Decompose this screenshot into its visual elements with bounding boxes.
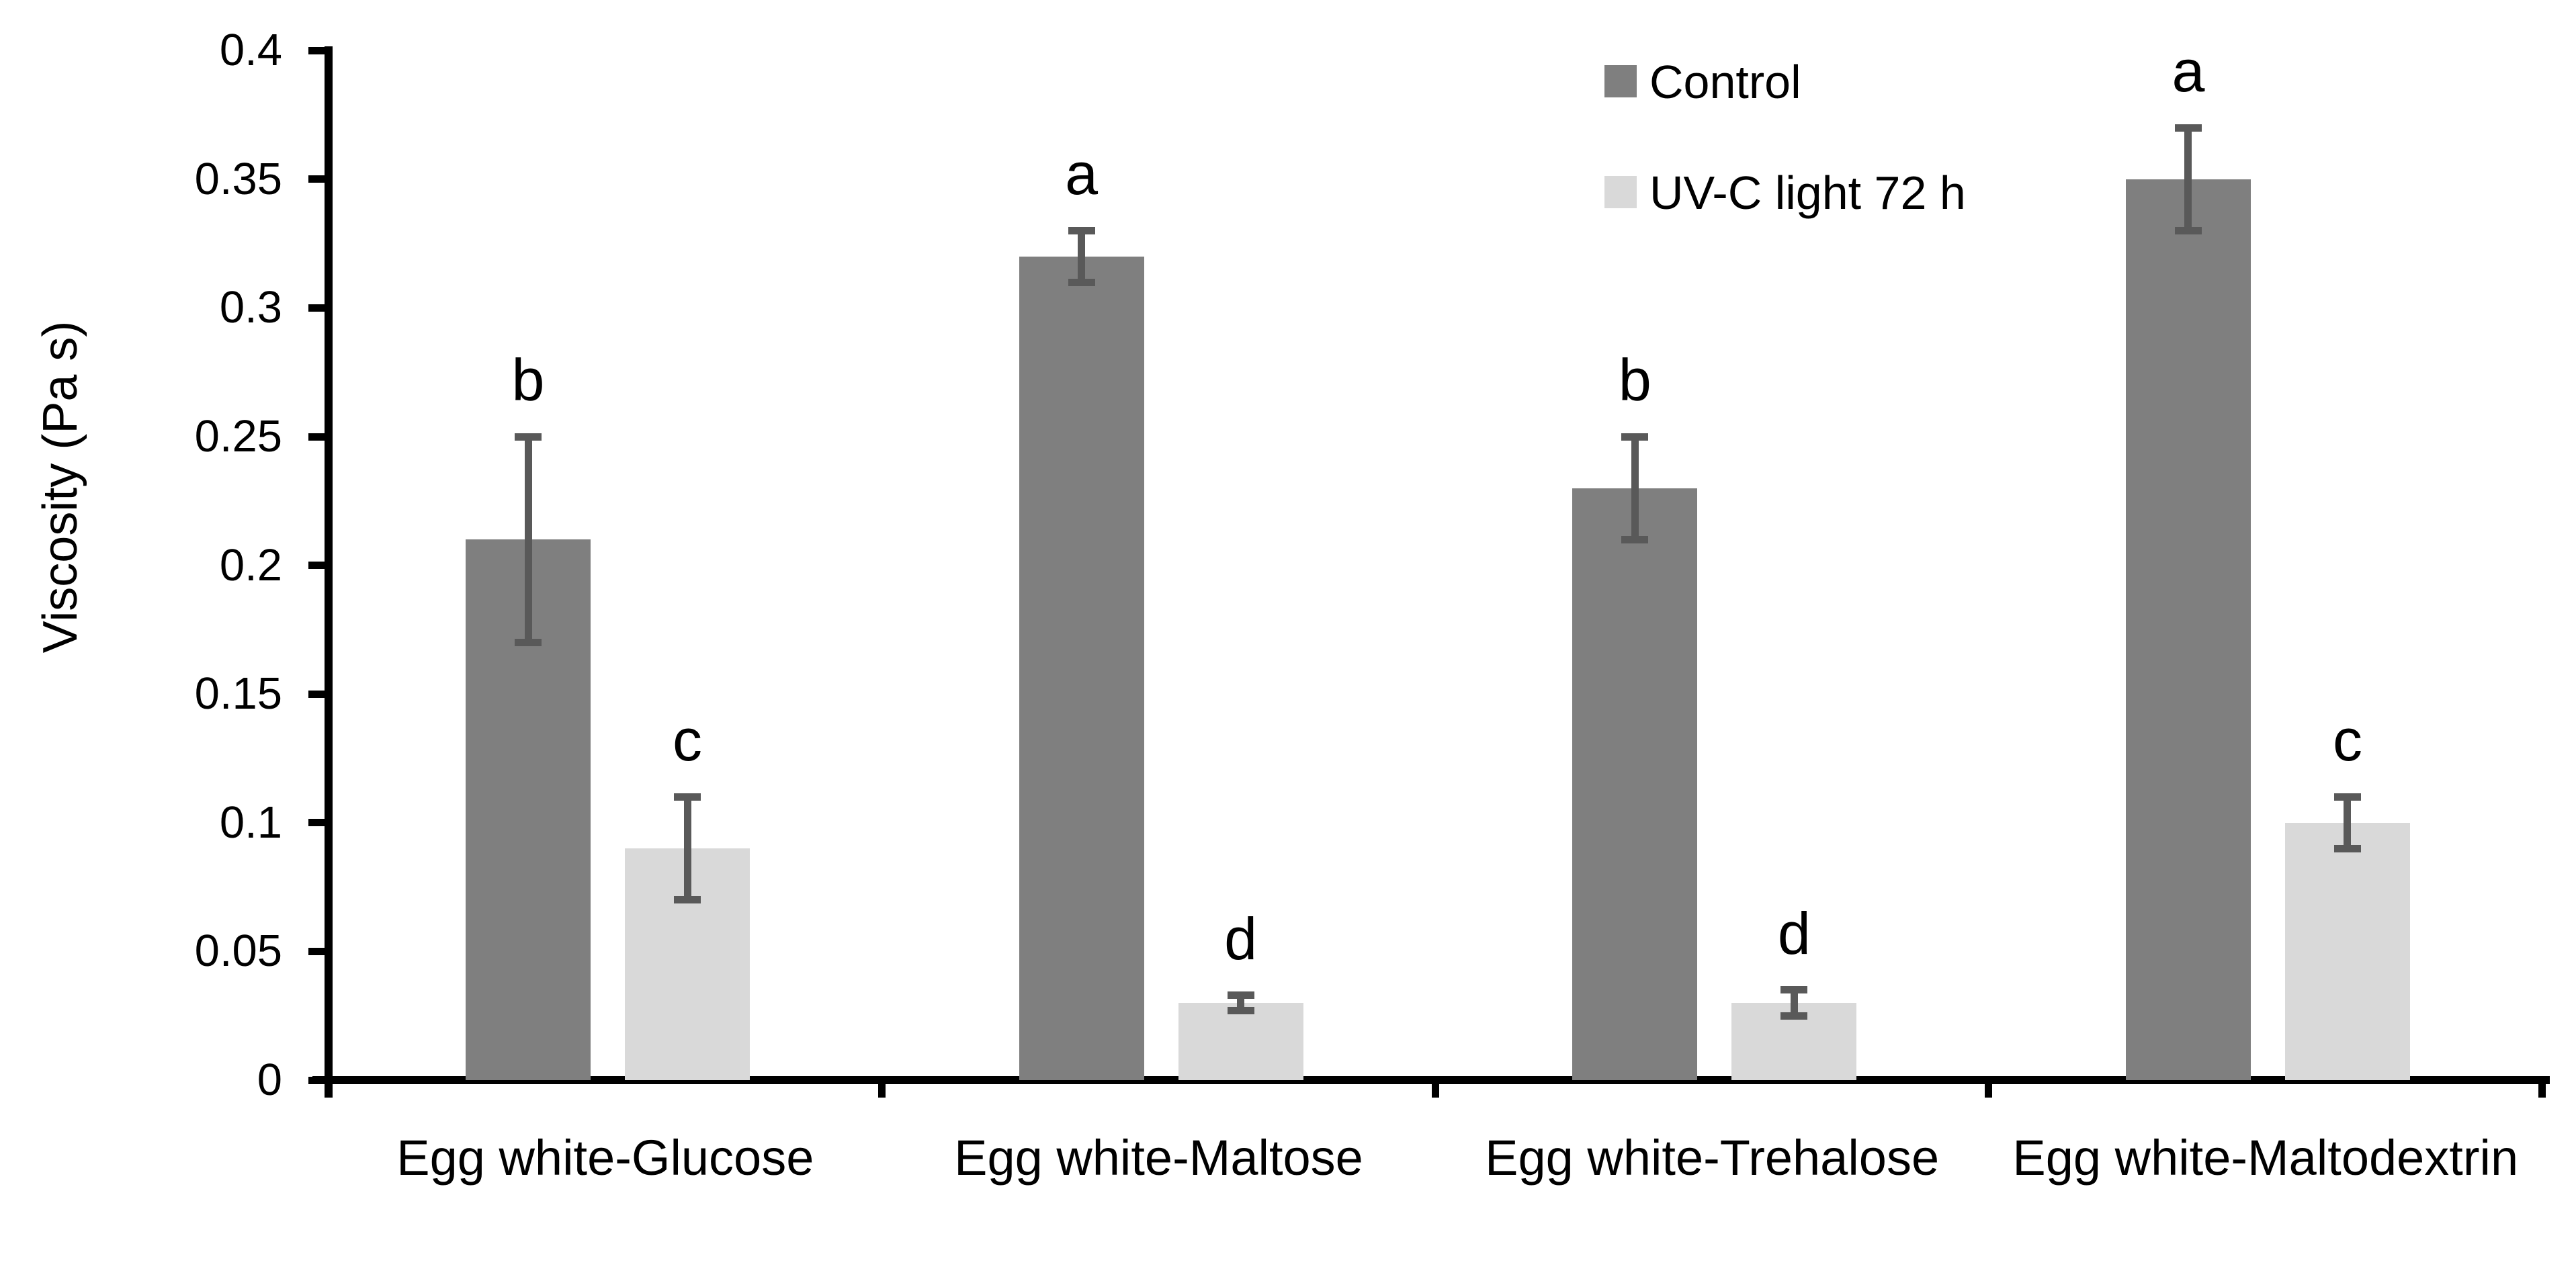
y-tick-label: 0.35 <box>194 153 282 204</box>
error-bar-cap-bottom <box>674 896 701 904</box>
error-bar-cap-bottom <box>1227 1007 1254 1015</box>
y-tick-mark <box>308 433 325 441</box>
x-tick-mark <box>1431 1076 1439 1098</box>
x-tick-mark <box>1985 1076 1993 1098</box>
error-bar-cap-top <box>1227 991 1254 1000</box>
y-tick-label: 0 <box>257 1055 282 1105</box>
y-tick-mark <box>308 562 325 570</box>
significance-letter: d <box>1224 905 1258 972</box>
significance-letter: b <box>511 347 545 413</box>
y-tick-mark <box>308 175 325 183</box>
error-bar-cap-bottom <box>1780 1012 1808 1020</box>
bar-uv-c-light-72-h-1 <box>1178 1003 1303 1080</box>
bar-control-2 <box>1572 488 1698 1080</box>
significance-letter: a <box>1065 140 1099 208</box>
y-tick-label: 0.1 <box>219 797 282 848</box>
error-bar-cap-bottom <box>1068 278 1095 286</box>
legend-label-uvc: UV-C light 72 h <box>1649 167 1966 219</box>
y-tick-label: 0.05 <box>194 926 282 977</box>
x-tick-mark <box>2538 1076 2546 1098</box>
bar-control-1 <box>1019 256 1144 1080</box>
category-label: Egg white-Maltose <box>954 1130 1363 1186</box>
error-bar-line <box>1790 989 1798 1016</box>
y-tick-mark <box>308 304 325 312</box>
bar-control-3 <box>2125 179 2251 1080</box>
category-label: Egg white-Trehalose <box>1485 1130 1940 1186</box>
y-tick-label: 0.3 <box>219 282 282 333</box>
error-bar-line <box>1078 230 1086 283</box>
error-bar-line <box>2344 797 2352 849</box>
legend-marker-uvc <box>1604 176 1637 208</box>
y-tick-label: 0.15 <box>194 668 282 719</box>
significance-letter: a <box>2172 38 2205 105</box>
error-bar-cap-top <box>674 793 701 801</box>
y-tick-label: 0.2 <box>219 539 282 590</box>
x-tick-mark <box>878 1076 886 1098</box>
y-tick-label: 0.4 <box>219 25 282 76</box>
error-bar-cap-top <box>1068 226 1095 234</box>
error-bar-cap-top <box>515 433 542 441</box>
significance-letter: c <box>2332 707 2362 774</box>
y-axis-line <box>325 46 333 1098</box>
y-tick-mark <box>308 46 325 54</box>
y-tick-label: 0.25 <box>194 411 282 461</box>
error-bar-line <box>1631 437 1639 540</box>
y-tick-mark <box>308 690 325 698</box>
error-bar-cap-bottom <box>2333 844 2361 852</box>
error-bar-cap-bottom <box>2174 226 2202 234</box>
significance-letter: d <box>1777 899 1811 967</box>
bar-uv-c-light-72-h-3 <box>2284 822 2410 1080</box>
y-tick-mark <box>308 947 325 955</box>
error-bar-cap-top <box>1780 986 1808 994</box>
error-bar-cap-bottom <box>1621 535 1649 543</box>
error-bar-line <box>524 437 532 643</box>
significance-letter: b <box>1618 347 1651 413</box>
error-bar-cap-top <box>2174 124 2202 132</box>
error-bar-cap-top <box>1621 433 1649 441</box>
error-bar-line <box>683 797 691 900</box>
category-label: Egg white-Maltodextrin <box>2012 1130 2519 1186</box>
significance-letter: c <box>673 707 702 774</box>
error-bar-cap-top <box>2333 793 2361 801</box>
legend-marker-control <box>1604 65 1637 97</box>
error-bar-line <box>1237 995 1245 1011</box>
x-tick-mark <box>325 1076 333 1098</box>
y-tick-mark <box>308 1076 325 1084</box>
error-bar-cap-bottom <box>515 639 542 647</box>
y-tick-mark <box>308 819 325 827</box>
category-label: Egg white-Glucose <box>396 1130 814 1186</box>
error-bar-line <box>2184 128 2192 231</box>
legend-label-control: Control <box>1649 56 1801 108</box>
